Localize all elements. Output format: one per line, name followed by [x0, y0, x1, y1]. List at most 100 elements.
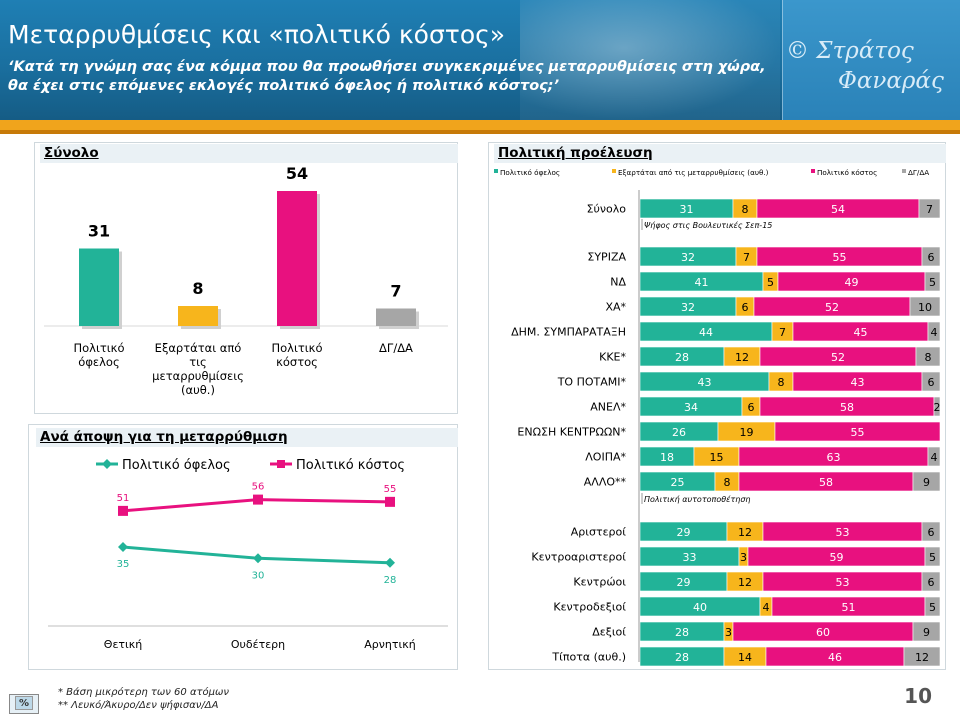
- stack-segment-label: 12: [735, 351, 749, 364]
- stack-segment: [774, 421, 941, 442]
- stack-segment-label: 44: [699, 326, 713, 339]
- page-number: 10: [904, 684, 932, 708]
- series-data-label: 56: [252, 482, 265, 493]
- row-label: ΚΚΕ*: [599, 351, 626, 364]
- percent-badge-label: %: [15, 696, 33, 710]
- series-data-label: 55: [384, 484, 397, 495]
- row-label: ΔΗΜ. ΣΥΜΠΑΡΑΤΑΞΗ: [511, 326, 626, 339]
- stack-segment-label: 7: [779, 326, 786, 339]
- row-label: Σύνολο: [587, 203, 627, 216]
- stack-segment: [921, 371, 941, 392]
- stack-segment-label: 60: [816, 626, 830, 639]
- stack-segment-label: 40: [693, 601, 707, 614]
- total-chart-title: Σύνολο: [40, 144, 458, 163]
- percent-badge: %: [9, 694, 39, 714]
- legend-swatch-marker: [277, 460, 285, 468]
- question-line-2: θα έχει στις επόμενες εκλογές πολιτικό ό…: [8, 78, 560, 94]
- total-category-label: κόστος: [276, 355, 318, 369]
- stack-segment: [918, 198, 941, 219]
- stack-segment-label: 12: [738, 526, 752, 539]
- stack-segment-label: 49: [845, 276, 859, 289]
- stack-segment-label: 6: [928, 576, 935, 589]
- group-label: Ψήφος στις Βουλευτικές Σεπ-15: [644, 220, 772, 230]
- stack-segment-label: 32: [681, 251, 695, 264]
- by-view-line-chart: Πολιτικό όφελος Πολιτικό κόστος 35 30 28 51 56…: [48, 458, 448, 651]
- stack-segment-label: 55: [851, 426, 865, 439]
- stack-segment-label: 58: [819, 476, 833, 489]
- stack-segment: [927, 321, 941, 342]
- stack-segment-label: 28: [675, 351, 689, 364]
- stack-segment-label: 5: [929, 601, 936, 614]
- total-category-label: Πολιτικό: [73, 341, 124, 355]
- series-data-label: 35: [117, 559, 130, 570]
- stack-segment-label: 9: [923, 626, 930, 639]
- total-category-label: Πολιτικό: [271, 341, 322, 355]
- stack-segment-label: 9: [923, 476, 930, 489]
- x-tick-label: Ουδέτερη: [231, 638, 285, 651]
- by-view-chart-title: Ανά άποψη για τη μεταρρύθμιση: [36, 428, 458, 447]
- row-label: Δεξιοί: [592, 626, 626, 639]
- puzzle-decoration: [520, 0, 780, 120]
- footnotes: * Βάση μικρότερη των 60 ατόμων ** Λευκό/…: [58, 686, 229, 712]
- total-category-label: Εξαρτάται από: [155, 341, 242, 355]
- stack-segment-label: 51: [842, 601, 856, 614]
- legend-label: ΔΓ/ΔΑ: [908, 168, 929, 177]
- total-bar-value: 8: [192, 279, 203, 298]
- stack-segment-label: 4: [763, 601, 770, 614]
- stack-segment-label: 8: [778, 376, 785, 389]
- total-bar: [178, 306, 218, 326]
- header: Μεταρρυθμίσεις και «πολιτικό κόστος» ‘Κα…: [0, 0, 960, 120]
- series-data-label: 51: [117, 493, 130, 504]
- series-point: [385, 557, 395, 568]
- legend-swatch: [811, 169, 815, 173]
- origin-chart-title: Πολιτική προέλευση: [494, 144, 946, 163]
- row-label: Αριστεροί: [571, 526, 626, 539]
- question-text: ‘Κατά τη γνώμη σας ένα κόμμα που θα προω…: [8, 58, 778, 96]
- row-label: ΑΝΕΛ*: [590, 401, 626, 414]
- stack-segment: [927, 446, 941, 467]
- row-label: ΛΟΙΠΑ*: [585, 451, 626, 464]
- stack-segment-label: 25: [671, 476, 685, 489]
- row-label: ΕΝΩΣΗ ΚΕΝΤΡΩΩΝ*: [517, 426, 626, 439]
- row-label: Κεντρώοι: [573, 576, 626, 589]
- stack-segment-label: 6: [928, 526, 935, 539]
- page-title: Μεταρρυθμίσεις και «πολιτικό κόστος»: [8, 20, 506, 49]
- stack-segment: [903, 646, 941, 667]
- row-label: ΑΛΛΟ**: [584, 476, 627, 489]
- stack-segment-label: 55: [833, 251, 847, 264]
- copyright-line-1: © Στράτος: [786, 38, 914, 64]
- stack-segment-label: 5: [767, 276, 774, 289]
- series-data-label: 30: [252, 570, 265, 581]
- stack-segment-label: 28: [675, 651, 689, 664]
- stack-segment-label: 4: [931, 451, 938, 464]
- total-category-label: τις: [189, 355, 207, 369]
- x-tick-label: Θετική: [104, 638, 142, 651]
- stack-segment-label: 28: [675, 626, 689, 639]
- legend-label: Εξαρτάται από τις μεταρρυθμίσεις (αυθ.): [618, 168, 769, 177]
- row-label: ΤΟ ΠΟΤΑΜΙ*: [557, 376, 627, 389]
- stack-segment: [912, 471, 941, 492]
- stack-segment-label: 52: [831, 351, 845, 364]
- stack-segment-label: 6: [748, 401, 755, 414]
- stack-segment-label: 10: [918, 301, 932, 314]
- stack-segment: [909, 296, 941, 317]
- stack-segment: [921, 246, 941, 267]
- legend-swatch-marker: [102, 459, 112, 469]
- stack-segment-label: 5: [929, 276, 936, 289]
- legend-swatch: [902, 169, 906, 173]
- stack-segment-label: 29: [677, 526, 691, 539]
- row-label: Κεντροαριστεροί: [531, 551, 626, 564]
- copyright-panel: [782, 0, 960, 120]
- series-point: [253, 553, 263, 564]
- stack-segment: [924, 271, 941, 292]
- stack-segment-label: 33: [683, 551, 697, 564]
- group-label: Πολιτική αυτοτοποθέτηση: [644, 494, 750, 504]
- legend-label: Πολιτικό κόστος: [817, 168, 877, 177]
- x-tick-label: Αρνητική: [364, 638, 415, 651]
- total-bar: [376, 308, 416, 326]
- legend-swatch: [612, 169, 616, 173]
- stack-segment: [924, 596, 941, 617]
- stack-segment-label: 53: [836, 576, 850, 589]
- series-point: [118, 505, 128, 516]
- stack-segment-label: 63: [827, 451, 841, 464]
